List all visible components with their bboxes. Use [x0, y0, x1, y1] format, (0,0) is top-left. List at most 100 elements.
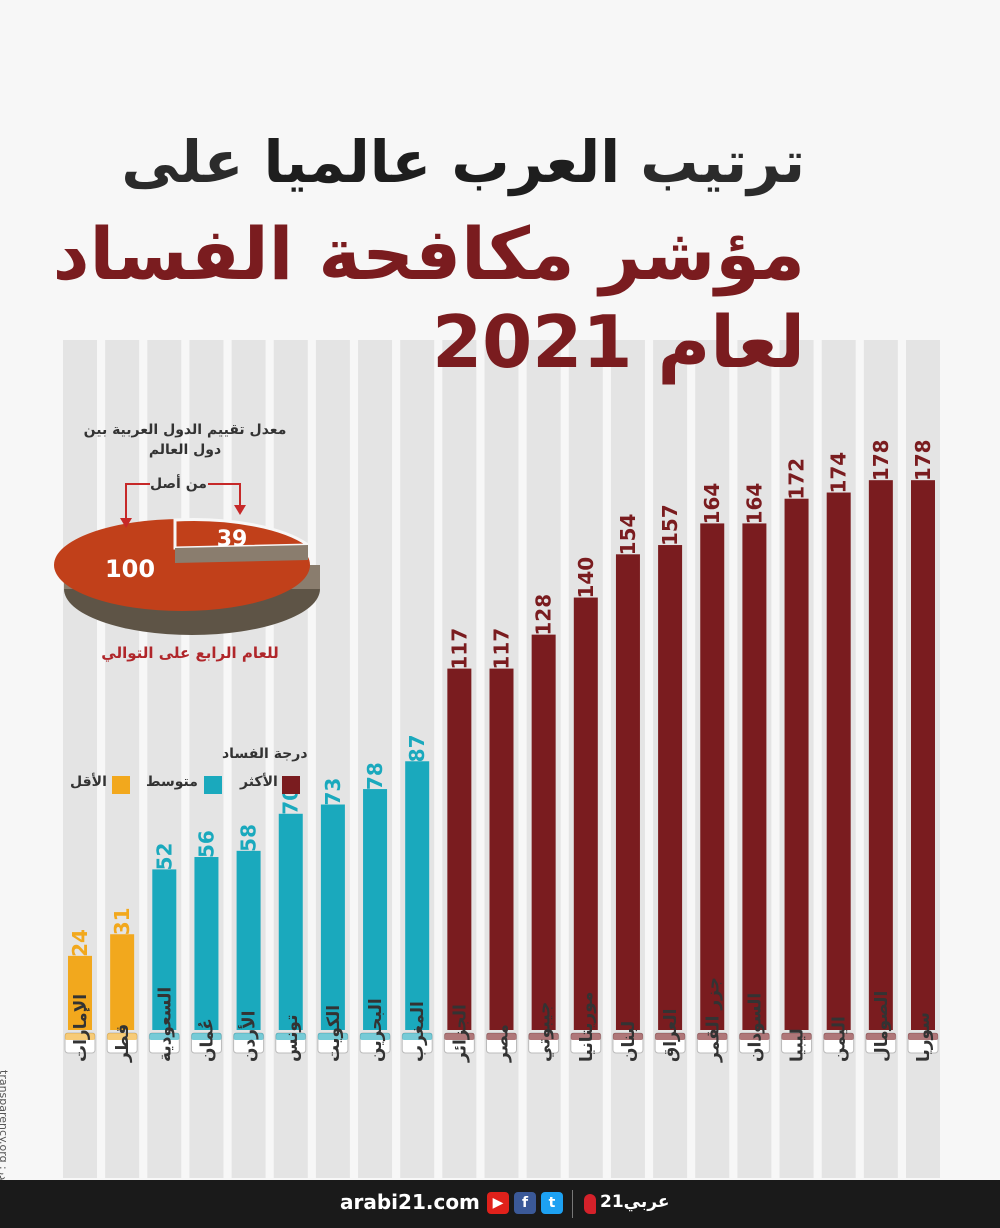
- flag-stripe: [612, 1033, 643, 1040]
- twitter-icon[interactable]: t: [541, 1192, 563, 1214]
- bar: [320, 804, 345, 1030]
- bar: [573, 597, 598, 1030]
- title-line-1-start: ترتيب: [640, 128, 805, 196]
- bar-value-label: 78: [363, 762, 387, 790]
- flag-stripe: [697, 1033, 728, 1040]
- bar-value-label: 178: [911, 439, 935, 481]
- pie-title: معدل تقييم الدول العربية بين دول العالم: [83, 422, 287, 458]
- flag-stripe: [823, 1033, 854, 1040]
- bar: [278, 813, 303, 1030]
- footer-divider: [572, 1190, 573, 1218]
- bar-value-label: 73: [321, 778, 345, 806]
- title-line-1: ترتيب العرب عالميا على: [121, 128, 805, 196]
- bar-value-label: 24: [68, 929, 92, 957]
- flag-stripe: [739, 1033, 770, 1040]
- flag-stripe: [233, 1033, 264, 1040]
- bar-value-label: 128: [532, 594, 556, 636]
- bar-value-label: 117: [490, 628, 514, 670]
- flag-stripe: [528, 1033, 559, 1040]
- bar-value-label: 87: [405, 734, 429, 762]
- category-label: الصومال: [872, 991, 892, 1062]
- pie-note: للعام الرابع على التوالي: [101, 644, 279, 662]
- category-label: مصر: [493, 1024, 513, 1063]
- bar-value-label: 154: [616, 514, 640, 556]
- category-label: تونس: [282, 1015, 302, 1062]
- category-label: لبنان: [619, 1021, 639, 1062]
- bar: [700, 523, 725, 1030]
- category-label: المغرب: [408, 1001, 428, 1062]
- arrow-left: [125, 483, 150, 520]
- bar: [405, 761, 430, 1030]
- bar: [911, 480, 935, 1031]
- category-label: الإمارات: [71, 994, 91, 1062]
- flag-stripe: [781, 1033, 812, 1040]
- pie-score-label: 39: [217, 527, 248, 552]
- bar: [447, 668, 472, 1030]
- bar-value-label: 117: [447, 628, 471, 670]
- category-label: العراق: [661, 1009, 681, 1062]
- title-line-1-end: على: [121, 128, 244, 196]
- category-label: السودان: [745, 993, 765, 1062]
- flag-stripe: [908, 1033, 938, 1040]
- legend-swatch-mid: [204, 776, 222, 794]
- bar: [826, 492, 851, 1030]
- flag-stripe: [149, 1033, 180, 1040]
- site-url[interactable]: arabi21.com: [340, 1190, 480, 1214]
- legend-title: درجة الفساد: [222, 746, 308, 762]
- flag-stripe: [444, 1033, 475, 1040]
- flag-stripe: [107, 1033, 138, 1040]
- title-line-2: مؤشر مكافحة الفساد: [52, 212, 805, 296]
- category-label: الكويت: [324, 1005, 344, 1062]
- category-label: سوريا: [914, 1012, 934, 1062]
- bar: [658, 545, 683, 1030]
- bar-value-label: 140: [574, 557, 598, 599]
- bar-value-label: 164: [700, 483, 724, 525]
- title-line-1-emphasis: العرب عالميا: [263, 128, 621, 196]
- category-label: اليمن: [830, 1016, 850, 1062]
- bar-value-label: 157: [658, 504, 682, 546]
- bar: [194, 857, 219, 1030]
- bar-value-label: 174: [827, 452, 851, 494]
- bar: [152, 869, 177, 1030]
- bar: [68, 955, 92, 1030]
- category-label: موريتانيا: [577, 992, 597, 1062]
- bar: [615, 554, 640, 1030]
- flag-stripe: [275, 1033, 306, 1040]
- bar: [489, 668, 514, 1030]
- bar-value-label: 56: [194, 830, 218, 858]
- flag-stripe: [486, 1033, 517, 1040]
- bar: [363, 789, 388, 1030]
- pie-total-label: 100: [105, 555, 155, 583]
- category-label: ليبيا: [788, 1028, 808, 1062]
- facebook-icon[interactable]: f: [514, 1192, 536, 1214]
- bar: [784, 498, 809, 1030]
- bar-value-label: 178: [869, 439, 893, 481]
- arrow-left-head: [120, 518, 132, 528]
- category-label: قطر: [113, 1024, 133, 1063]
- bar: [110, 934, 135, 1030]
- category-label: الأردن: [239, 1010, 260, 1062]
- legend-label-low: الأقل: [70, 774, 107, 790]
- youtube-icon[interactable]: ▶: [487, 1192, 509, 1214]
- bar-value-label: 31: [110, 907, 134, 935]
- bar-value-label: 172: [785, 458, 809, 500]
- category-label: الجزائر: [450, 1004, 470, 1063]
- category-label: السعودية: [155, 987, 175, 1062]
- arrow-right-head: [234, 505, 246, 515]
- flag-stripe: [65, 1033, 95, 1040]
- chart-canvas: 24 الإمارات 31 قطر 52 السعودية 56 عُمان 58 الأردن…: [54, 340, 940, 1178]
- pie-from-label: من أصل: [150, 476, 207, 492]
- category-label: عُمان: [197, 1018, 217, 1062]
- flag-stripe: [865, 1033, 896, 1040]
- flag-stripe: [360, 1033, 391, 1040]
- bar-value-label: 164: [742, 483, 766, 525]
- bar-value-label: 52: [152, 843, 176, 871]
- legend-swatch-low: [112, 776, 130, 794]
- legend-label-mid: متوسط: [146, 774, 198, 790]
- pie-slice-score: [173, 518, 313, 550]
- bar: [236, 850, 261, 1030]
- category-label: جزر القمر: [703, 977, 723, 1063]
- bar: [531, 634, 556, 1030]
- bar: [742, 523, 767, 1030]
- brand-logo-icon: [584, 1194, 596, 1214]
